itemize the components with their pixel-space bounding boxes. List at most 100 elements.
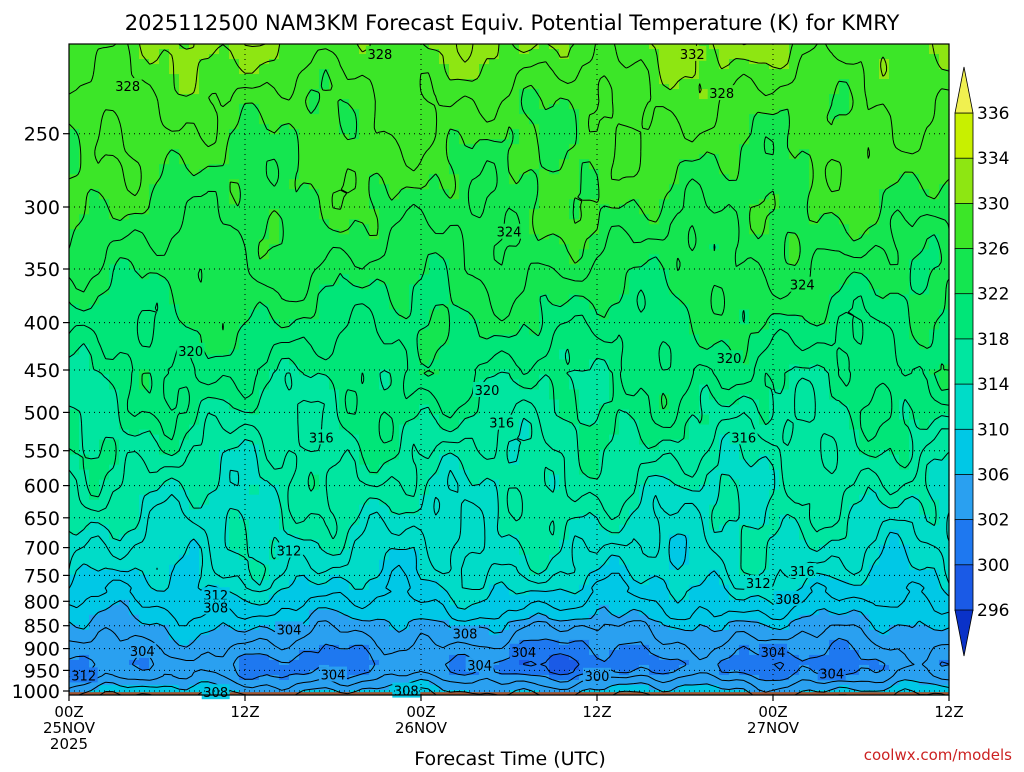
- field-cell: [299, 119, 310, 125]
- field-cell: [159, 259, 170, 265]
- field-cell: [379, 284, 390, 290]
- field-cell: [859, 119, 870, 125]
- field-cell: [859, 289, 870, 295]
- field-cell: [149, 44, 160, 50]
- field-cell: [129, 159, 140, 165]
- field-cell: [379, 84, 390, 90]
- field-cell: [129, 264, 140, 270]
- field-cell: [749, 164, 760, 170]
- field-cell: [799, 134, 810, 140]
- field-cell: [729, 294, 740, 300]
- field-cell: [309, 314, 320, 321]
- field-cell: [209, 79, 220, 85]
- field-cell: [569, 129, 580, 135]
- field-cell: [869, 69, 880, 75]
- field-cell: [759, 259, 770, 265]
- field-cell: [819, 179, 830, 185]
- field-cell: [509, 54, 520, 60]
- field-cell: [309, 229, 320, 235]
- field-cell: [529, 184, 540, 190]
- field-cell: [139, 299, 150, 305]
- field-cell: [289, 189, 300, 195]
- field-cell: [539, 134, 550, 140]
- field-cell: [629, 129, 640, 135]
- field-cell: [79, 219, 90, 225]
- field-cell: [289, 164, 300, 170]
- field-cell: [849, 234, 860, 240]
- field-cell: [549, 54, 560, 60]
- field-cell: [429, 49, 440, 55]
- field-cell: [599, 69, 610, 75]
- field-cell: [89, 179, 100, 185]
- field-cell: [349, 69, 360, 75]
- field-cell: [589, 249, 600, 255]
- field-cell: [829, 214, 840, 220]
- field-cell: [79, 284, 90, 290]
- field-cell: [749, 209, 760, 215]
- field-cell: [229, 169, 240, 175]
- field-cell: [139, 134, 150, 140]
- field-cell: [279, 294, 290, 300]
- field-cell: [769, 154, 780, 160]
- field-cell: [339, 169, 350, 175]
- field-cell: [829, 249, 840, 255]
- field-cell: [739, 224, 750, 230]
- field-cell: [699, 299, 710, 305]
- field-cell: [679, 279, 690, 285]
- field-cell: [729, 239, 740, 245]
- field-cell: [259, 169, 270, 175]
- field-cell: [829, 59, 840, 65]
- field-cell: [259, 239, 270, 245]
- field-cell: [719, 239, 730, 245]
- field-cell: [239, 324, 250, 331]
- field-cell: [619, 44, 630, 50]
- field-cell: [199, 99, 210, 105]
- field-cell: [569, 164, 580, 170]
- field-cell: [649, 74, 660, 80]
- field-cell: [889, 309, 900, 316]
- field-cell: [219, 194, 230, 200]
- field-cell: [99, 324, 110, 331]
- field-cell: [299, 309, 310, 316]
- field-cell: [719, 229, 730, 235]
- field-cell: [939, 229, 950, 235]
- field-cell: [709, 224, 720, 230]
- field-cell: [619, 289, 630, 295]
- field-cell: [569, 104, 580, 110]
- field-cell: [519, 59, 530, 65]
- field-cell: [659, 259, 670, 265]
- field-cell: [269, 94, 280, 100]
- field-cell: [519, 209, 530, 215]
- field-cell: [289, 89, 300, 95]
- field-cell: [749, 309, 760, 316]
- field-cell: [489, 144, 500, 150]
- field-cell: [109, 114, 120, 120]
- field-cell: [869, 239, 880, 245]
- field-cell: [439, 109, 450, 115]
- field-cell: [919, 79, 930, 85]
- field-cell: [289, 234, 300, 240]
- field-cell: [199, 269, 210, 275]
- field-cell: [919, 279, 930, 285]
- field-cell: [849, 199, 860, 205]
- field-cell: [589, 174, 600, 180]
- field-cell: [379, 89, 390, 95]
- field-cell: [299, 139, 310, 145]
- field-cell: [209, 159, 220, 165]
- field-cell: [699, 69, 710, 75]
- field-cell: [579, 259, 590, 265]
- field-cell: [209, 129, 220, 135]
- field-cell: [479, 224, 490, 230]
- field-cell: [99, 119, 110, 125]
- field-cell: [79, 164, 90, 170]
- field-cell: [479, 269, 490, 275]
- field-cell: [859, 209, 870, 215]
- field-cell: [289, 284, 300, 290]
- field-cell: [699, 229, 710, 235]
- field-cell: [659, 314, 670, 321]
- field-cell: [749, 104, 760, 110]
- field-cell: [659, 164, 670, 170]
- field-cell: [349, 254, 360, 260]
- field-cell: [269, 69, 280, 75]
- field-cell: [509, 129, 520, 135]
